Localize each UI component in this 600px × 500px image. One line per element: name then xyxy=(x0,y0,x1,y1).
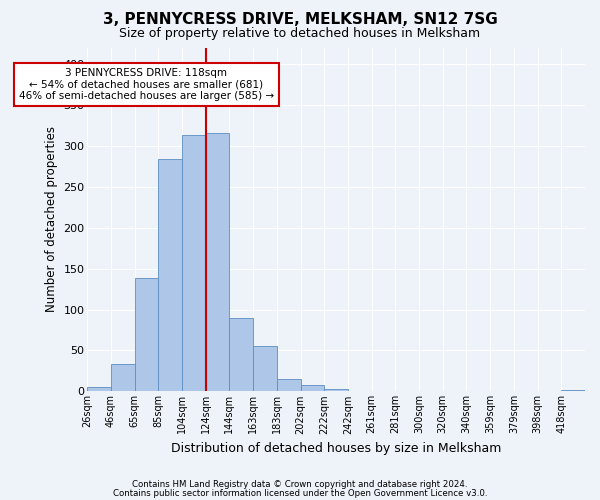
Bar xyxy=(561,390,585,392)
Bar xyxy=(348,390,371,392)
Bar xyxy=(490,390,514,392)
Text: Contains public sector information licensed under the Open Government Licence v3: Contains public sector information licen… xyxy=(113,488,487,498)
Text: Size of property relative to detached houses in Melksham: Size of property relative to detached ho… xyxy=(119,28,481,40)
Bar xyxy=(277,379,301,392)
Bar xyxy=(134,278,158,392)
X-axis label: Distribution of detached houses by size in Melksham: Distribution of detached houses by size … xyxy=(171,442,501,455)
Y-axis label: Number of detached properties: Number of detached properties xyxy=(45,126,58,312)
Bar xyxy=(87,388,111,392)
Text: Contains HM Land Registry data © Crown copyright and database right 2024.: Contains HM Land Registry data © Crown c… xyxy=(132,480,468,489)
Bar xyxy=(301,385,324,392)
Bar xyxy=(229,318,253,392)
Bar xyxy=(419,390,443,392)
Bar xyxy=(324,389,348,392)
Text: 3, PENNYCRESS DRIVE, MELKSHAM, SN12 7SG: 3, PENNYCRESS DRIVE, MELKSHAM, SN12 7SG xyxy=(103,12,497,28)
Bar xyxy=(253,346,277,392)
Bar xyxy=(158,159,182,392)
Text: 3 PENNYCRESS DRIVE: 118sqm
← 54% of detached houses are smaller (681)
46% of sem: 3 PENNYCRESS DRIVE: 118sqm ← 54% of deta… xyxy=(19,68,274,101)
Bar xyxy=(182,135,206,392)
Bar xyxy=(111,364,134,392)
Bar xyxy=(206,134,229,392)
